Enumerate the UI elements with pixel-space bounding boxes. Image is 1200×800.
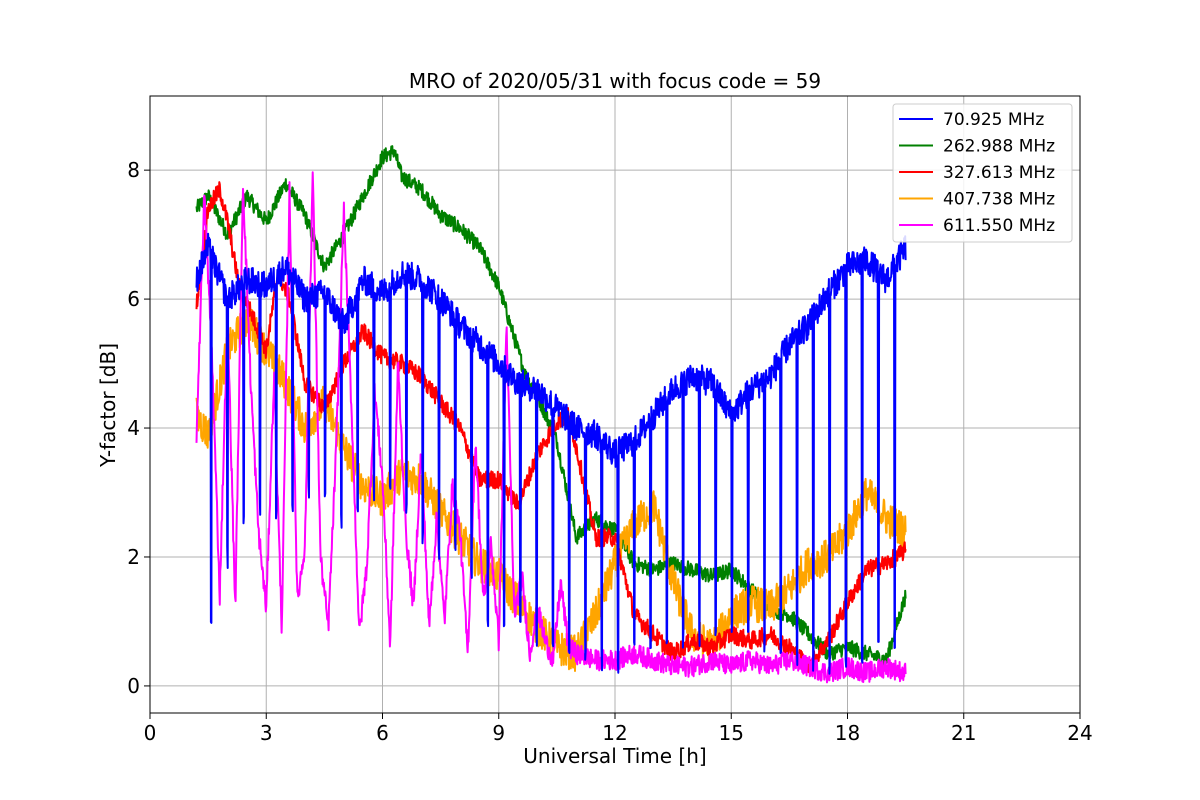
- x-tick-label: 15: [719, 721, 744, 745]
- legend-entry-label: 407.738 MHz: [943, 190, 1055, 210]
- series-lines: [195, 145, 907, 684]
- y-tick-label: 6: [127, 287, 140, 311]
- x-axis-label: Universal Time [h]: [523, 744, 706, 768]
- x-tick-label: 21: [951, 721, 976, 745]
- x-tick-label: 6: [376, 721, 389, 745]
- legend: 70.925 MHz 262.988 MHz 327.613 MHz 407.738 …: [892, 103, 1073, 243]
- x-axis: 0 3 6 9 12 15 18 21 24: [144, 713, 1093, 745]
- x-tick-label: 24: [1067, 721, 1092, 745]
- x-tick-label: 0: [144, 721, 157, 745]
- x-tick-label: 18: [835, 721, 860, 745]
- series-line: [195, 307, 907, 672]
- plot-area: [195, 145, 907, 684]
- x-tick-label: 9: [492, 721, 505, 745]
- y-axis: 0 2 4 6 8: [127, 158, 150, 698]
- series-line: [195, 232, 907, 675]
- legend-entry-label: 611.550 MHz: [943, 216, 1055, 236]
- series-line: [195, 171, 907, 684]
- legend-box: [892, 103, 1073, 243]
- legend-entry-label: 327.613 MHz: [943, 163, 1055, 183]
- chart-title: MRO of 2020/05/31 with focus code = 59: [409, 69, 821, 93]
- series-line: [195, 181, 907, 675]
- x-tick-label: 3: [260, 721, 273, 745]
- y-tick-label: 0: [127, 674, 140, 698]
- legend-entry-label: 70.925 MHz: [943, 110, 1044, 130]
- y-tick-label: 8: [127, 158, 140, 182]
- y-tick-label: 2: [127, 545, 140, 569]
- x-tick-label: 12: [602, 721, 627, 745]
- y-axis-label: Y-factor [dB]: [96, 343, 120, 468]
- y-tick-label: 4: [127, 416, 140, 440]
- legend-entry-label: 262.988 MHz: [943, 137, 1055, 157]
